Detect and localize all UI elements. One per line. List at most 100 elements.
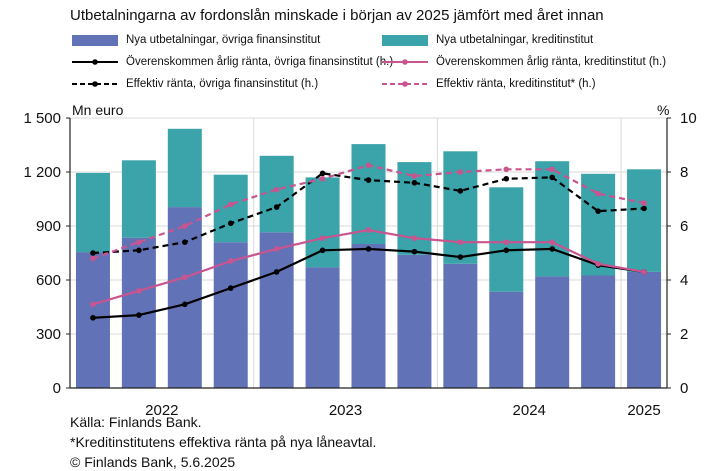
right-tick-label: 4 <box>680 272 688 289</box>
x-tick-label: 2023 <box>329 402 362 419</box>
legend-line <box>382 81 428 87</box>
legend-item-dashed-kredit: Effektiv ränta, kreditinstitut* (h.) <box>382 78 596 90</box>
legend-label: Överenskommen årlig ränta, övriga finans… <box>126 56 394 68</box>
data-point <box>641 269 647 275</box>
legend-item-line-ovriga: Överenskommen årlig ränta, övriga finans… <box>72 56 393 68</box>
data-point <box>503 247 510 254</box>
x-tick-label: 2025 <box>627 402 660 419</box>
data-point <box>503 166 510 173</box>
right-axis-unit: % <box>657 102 670 118</box>
bar-kreditinstitut <box>121 160 156 238</box>
data-point <box>227 258 234 264</box>
data-point <box>503 175 510 182</box>
left-tick-label: 600 <box>36 272 61 289</box>
data-point <box>365 177 372 183</box>
data-point <box>90 301 96 308</box>
legend-item-dashed-ovriga: Effektiv ränta, övriga finansinstitut (h… <box>72 78 318 90</box>
data-point <box>365 246 372 252</box>
legend-label: Nya utbetalningar, kreditinstitut <box>436 34 594 46</box>
data-point <box>182 239 188 245</box>
left-tick-label: 1 200 <box>23 164 61 181</box>
data-point <box>365 162 372 169</box>
chart-title: Utbetalningarna av fordonslån minskade i… <box>70 7 604 24</box>
data-point <box>595 208 601 214</box>
data-point <box>182 301 188 308</box>
right-tick-label: 8 <box>680 164 688 181</box>
data-point <box>319 247 326 254</box>
data-point <box>549 239 555 245</box>
data-point <box>411 180 418 186</box>
legend-line <box>382 59 428 65</box>
right-tick-label: 2 <box>680 326 688 343</box>
data-point <box>90 255 96 262</box>
data-point <box>227 285 234 291</box>
data-point <box>411 235 418 241</box>
data-point <box>273 246 280 252</box>
data-point <box>136 312 142 318</box>
legend-item-bar-ovriga: Nya utbetalningar, övriga finansinstitut <box>72 34 320 46</box>
data-point <box>90 250 96 256</box>
data-point <box>549 166 555 173</box>
legend-line <box>72 59 118 65</box>
bar-ovriga-finansinstitut <box>489 291 524 388</box>
data-point <box>457 188 464 194</box>
legend-label: Överenskommen årlig ränta, kreditinstitu… <box>436 56 667 68</box>
legend-swatch <box>382 34 428 46</box>
bar-ovriga-finansinstitut <box>351 244 386 388</box>
data-point <box>549 246 555 252</box>
bar-kreditinstitut <box>305 177 340 268</box>
data-point <box>641 200 647 206</box>
bar-ovriga-finansinstitut <box>259 232 294 388</box>
bar-kreditinstitut <box>627 169 662 272</box>
bar-kreditinstitut <box>75 172 110 253</box>
data-point <box>365 227 372 233</box>
data-point <box>411 173 418 179</box>
bar-kreditinstitut <box>167 128 202 208</box>
data-point <box>503 239 510 245</box>
legend-swatch <box>72 34 118 46</box>
left-tick-label: 0 <box>53 380 61 397</box>
data-point <box>227 220 234 227</box>
bar-ovriga-finansinstitut <box>535 276 570 388</box>
data-point <box>182 223 188 229</box>
data-point <box>273 204 280 210</box>
legend-label: Effektiv ränta, kreditinstitut* (h.) <box>436 78 596 90</box>
left-tick-label: 1 500 <box>23 110 61 127</box>
right-tick-label: 0 <box>680 380 688 397</box>
bar-ovriga-finansinstitut <box>167 207 202 388</box>
bar-ovriga-finansinstitut <box>581 275 616 388</box>
data-point <box>549 174 555 181</box>
x-tick-label: 2022 <box>145 402 178 419</box>
legend-item-bar-kredit: Nya utbetalningar, kreditinstitut <box>382 34 593 46</box>
copyright: © Finlands Bank, 5.6.2025 <box>70 454 236 470</box>
data-point <box>319 235 326 241</box>
data-point <box>136 247 142 254</box>
bar-ovriga-finansinstitut <box>397 254 432 388</box>
data-point <box>319 175 326 182</box>
footnote: *Kreditinstitutens effektiva ränta på ny… <box>70 434 377 450</box>
data-point <box>227 201 234 208</box>
source-note: Källa: Finlands Bank. <box>70 414 202 430</box>
data-point <box>136 239 142 245</box>
bar-ovriga-finansinstitut <box>305 267 340 388</box>
bar-kreditinstitut <box>213 174 248 243</box>
bar-ovriga-finansinstitut <box>627 271 662 388</box>
left-axis-unit: Mn euro <box>72 102 124 118</box>
bar-kreditinstitut <box>535 161 570 277</box>
data-point <box>273 186 280 193</box>
bar-kreditinstitut <box>443 151 478 264</box>
left-tick-label: 900 <box>36 218 61 235</box>
data-point <box>457 169 464 175</box>
right-tick-label: 6 <box>680 218 688 235</box>
legend-item-line-kredit: Överenskommen årlig ränta, kreditinstitu… <box>382 56 666 68</box>
x-tick-label: 2024 <box>513 402 546 419</box>
bar-ovriga-finansinstitut <box>213 242 248 388</box>
data-point <box>595 261 601 267</box>
data-point <box>319 170 326 177</box>
data-point <box>595 190 601 197</box>
data-point <box>411 248 418 255</box>
right-tick-label: 10 <box>680 110 697 127</box>
left-tick-label: 300 <box>36 326 61 343</box>
legend-label: Nya utbetalningar, övriga finansinstitut <box>126 34 321 46</box>
